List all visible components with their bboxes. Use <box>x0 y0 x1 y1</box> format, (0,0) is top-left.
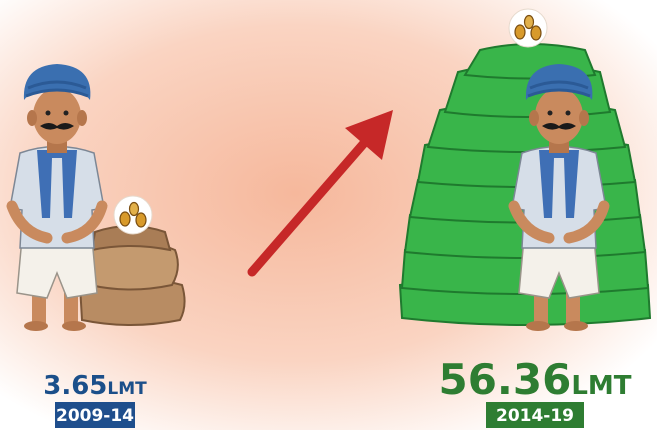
period-label: 2014-19 <box>496 406 574 426</box>
value-label: 3.65LMT <box>43 371 147 401</box>
period-badge <box>55 402 135 428</box>
growth-arrow <box>247 110 393 277</box>
seed-icon <box>508 8 548 48</box>
value-label: 56.36LMT <box>438 355 631 404</box>
period-label: 2009-14 <box>56 406 134 426</box>
seed-icon <box>113 195 153 235</box>
small-sack-pile <box>78 225 186 326</box>
period-badge <box>486 402 584 428</box>
